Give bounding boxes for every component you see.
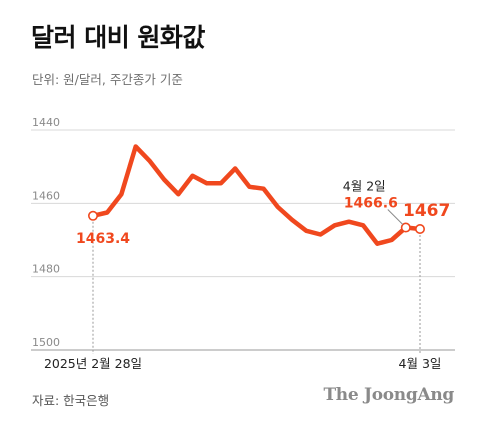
end-point-marker [414, 224, 425, 235]
guide-lines [92, 221, 421, 354]
apr2-leader-line [387, 209, 404, 225]
start-point-marker [88, 210, 99, 221]
y-tick-label: 1500 [32, 336, 60, 349]
markers [88, 210, 425, 235]
chart-subtitle: 단위: 원/달러, 주간종가 기준 [32, 72, 183, 87]
series [90, 144, 423, 246]
chart-title: 달러 대비 원화값 [31, 23, 205, 52]
end-value-label: 1467 [403, 201, 450, 221]
x-tick-label-end: 4월 3일 [399, 356, 442, 371]
source-note: 자료: 한국은행 [32, 393, 110, 408]
y-axis-ticks: 1440 1460 1480 1500 [32, 116, 60, 349]
apr2-date-label: 4월 2일 [343, 179, 386, 194]
x-tick-label-start: 2025년 2월 28일 [44, 356, 142, 371]
brand-logo: The JoongAng [323, 385, 454, 405]
series-line [90, 144, 423, 246]
labels: 1463.4 4월 2일 1466.6 1467 2025년 2월 28일 4월 3일 [44, 179, 450, 371]
apr2-value-label: 1466.6 [344, 196, 398, 212]
grid-lines [31, 129, 455, 351]
y-tick-label: 1440 [32, 116, 60, 129]
apr2-point-marker [400, 222, 411, 233]
y-tick-label: 1460 [32, 189, 60, 202]
start-value-label: 1463.4 [76, 231, 130, 247]
y-tick-label: 1480 [32, 263, 60, 276]
